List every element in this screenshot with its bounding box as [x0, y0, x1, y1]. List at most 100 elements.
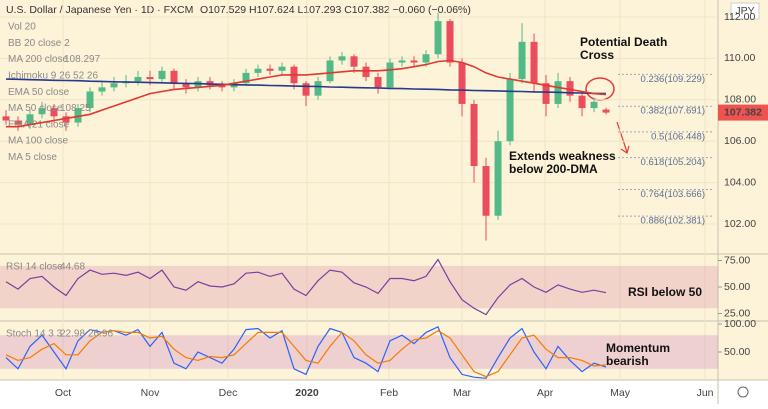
annotation: RSI below 50 [628, 285, 702, 299]
currency: JPY [735, 5, 754, 17]
candle-body [602, 109, 610, 113]
y-tick-label: 75.00 [724, 254, 750, 266]
annotation: Extends weakness [509, 149, 616, 163]
y-tick-label: 108.00 [724, 94, 756, 106]
line [5, 329, 607, 378]
legend-entry: EMA 50 close [8, 87, 70, 98]
time-axis-background [0, 380, 768, 404]
settings-icon[interactable] [737, 386, 749, 398]
x-tick-label: Oct [55, 387, 71, 399]
candle-body [146, 77, 154, 80]
pane-title: Stoch 14 3 3 [6, 329, 63, 340]
last-price-label: 107.382 [724, 106, 762, 118]
band [0, 335, 718, 369]
legend-value: 108.297 [64, 54, 101, 65]
candle-body [254, 68, 262, 73]
candle-body [470, 103, 478, 167]
fib-label: 0.236(109.229) [641, 74, 705, 85]
legend-entry: EMA 21 close [8, 119, 70, 130]
candle-body [206, 81, 214, 86]
candle-body [590, 101, 598, 109]
candle-body [494, 141, 502, 216]
currency-box [730, 2, 760, 20]
fib-label: 0.618(105.204) [641, 157, 705, 168]
candle-body [530, 41, 538, 84]
candle-body [410, 60, 418, 63]
fib-label: 0.382(107.691) [641, 106, 705, 117]
candle-body [434, 21, 442, 55]
candle-body [578, 95, 586, 109]
legend-entry: MA 50 close [8, 103, 63, 114]
band [0, 265, 718, 309]
x-tick-label: Jun [697, 387, 714, 399]
y-tick-label: 50.00 [724, 346, 750, 358]
candle-body [38, 108, 46, 115]
candle-body [374, 77, 382, 88]
x-tick-label: Feb [380, 387, 398, 399]
x-tick-label: Nov [141, 387, 160, 399]
annotation: Cross [580, 48, 614, 62]
candle-body [158, 70, 166, 80]
candle-body [566, 81, 574, 96]
arrow [616, 121, 628, 153]
pane-title: RSI 14 close [6, 262, 63, 273]
candle-body [86, 91, 94, 109]
y-tick-label: 110.00 [724, 52, 755, 64]
line [6, 59, 607, 128]
candle-body [350, 56, 358, 67]
x-tick-label: Mar [453, 387, 472, 399]
candle-body [422, 54, 430, 63]
candle-body [98, 87, 106, 92]
x-tick-label: 2020 [295, 387, 319, 399]
candle-body [14, 120, 22, 125]
line [5, 78, 607, 95]
annotation: bearish [606, 354, 649, 368]
candle-body [170, 70, 178, 84]
candle-body [302, 83, 310, 96]
candle-body [482, 166, 490, 216]
annotation: Momentum [606, 341, 670, 355]
candle-body [278, 66, 286, 71]
annotation: below 200-DMA [509, 162, 598, 176]
candle-body [26, 114, 34, 125]
candle-body [506, 79, 514, 142]
candle-body [134, 77, 142, 82]
x-tick-label: Dec [219, 387, 238, 399]
legend-entry: MA 200 close [8, 54, 68, 65]
legend-value: 44.68 [60, 262, 85, 273]
candle-body [398, 60, 406, 63]
legend-entry: MA 100 close [8, 136, 68, 147]
candle-body [362, 66, 370, 78]
candle-body [326, 60, 334, 82]
candle-body [458, 62, 466, 104]
candle-body [446, 21, 454, 63]
candle-body [218, 85, 226, 88]
arrow-head [620, 145, 630, 154]
y-tick-label: 50.00 [724, 281, 750, 293]
candle-body [386, 62, 394, 88]
annotation: Potential Death [580, 35, 667, 49]
legend-value: 26.96 [88, 329, 113, 340]
legend-entry: Vol 20 [8, 22, 36, 33]
legend-entry: MA 5 close [8, 152, 57, 163]
candle-body [266, 68, 274, 71]
legend-value: 108.25 [60, 103, 91, 114]
y-tick-label: 25.00 [724, 307, 750, 319]
legend-entry: BB 20 close 2 [8, 38, 70, 49]
candle-body [338, 56, 346, 61]
candle-body [74, 108, 82, 123]
candle-body [242, 72, 250, 84]
fib-label: 0.5(106.448) [651, 131, 705, 142]
fib-label: 0.886(102.381) [641, 216, 705, 227]
candle-body [50, 108, 58, 117]
y-tick-label: 104.00 [724, 176, 756, 188]
candle-body [62, 116, 70, 123]
candle-body [2, 116, 10, 121]
y-tick-label: 102.00 [724, 218, 756, 230]
fib-label: 0.764(103.666) [641, 189, 705, 200]
line [5, 258, 607, 316]
x-tick-label: May [610, 387, 631, 399]
legend-value: 22.98 [60, 329, 85, 340]
x-tick-label: Apr [537, 387, 554, 399]
